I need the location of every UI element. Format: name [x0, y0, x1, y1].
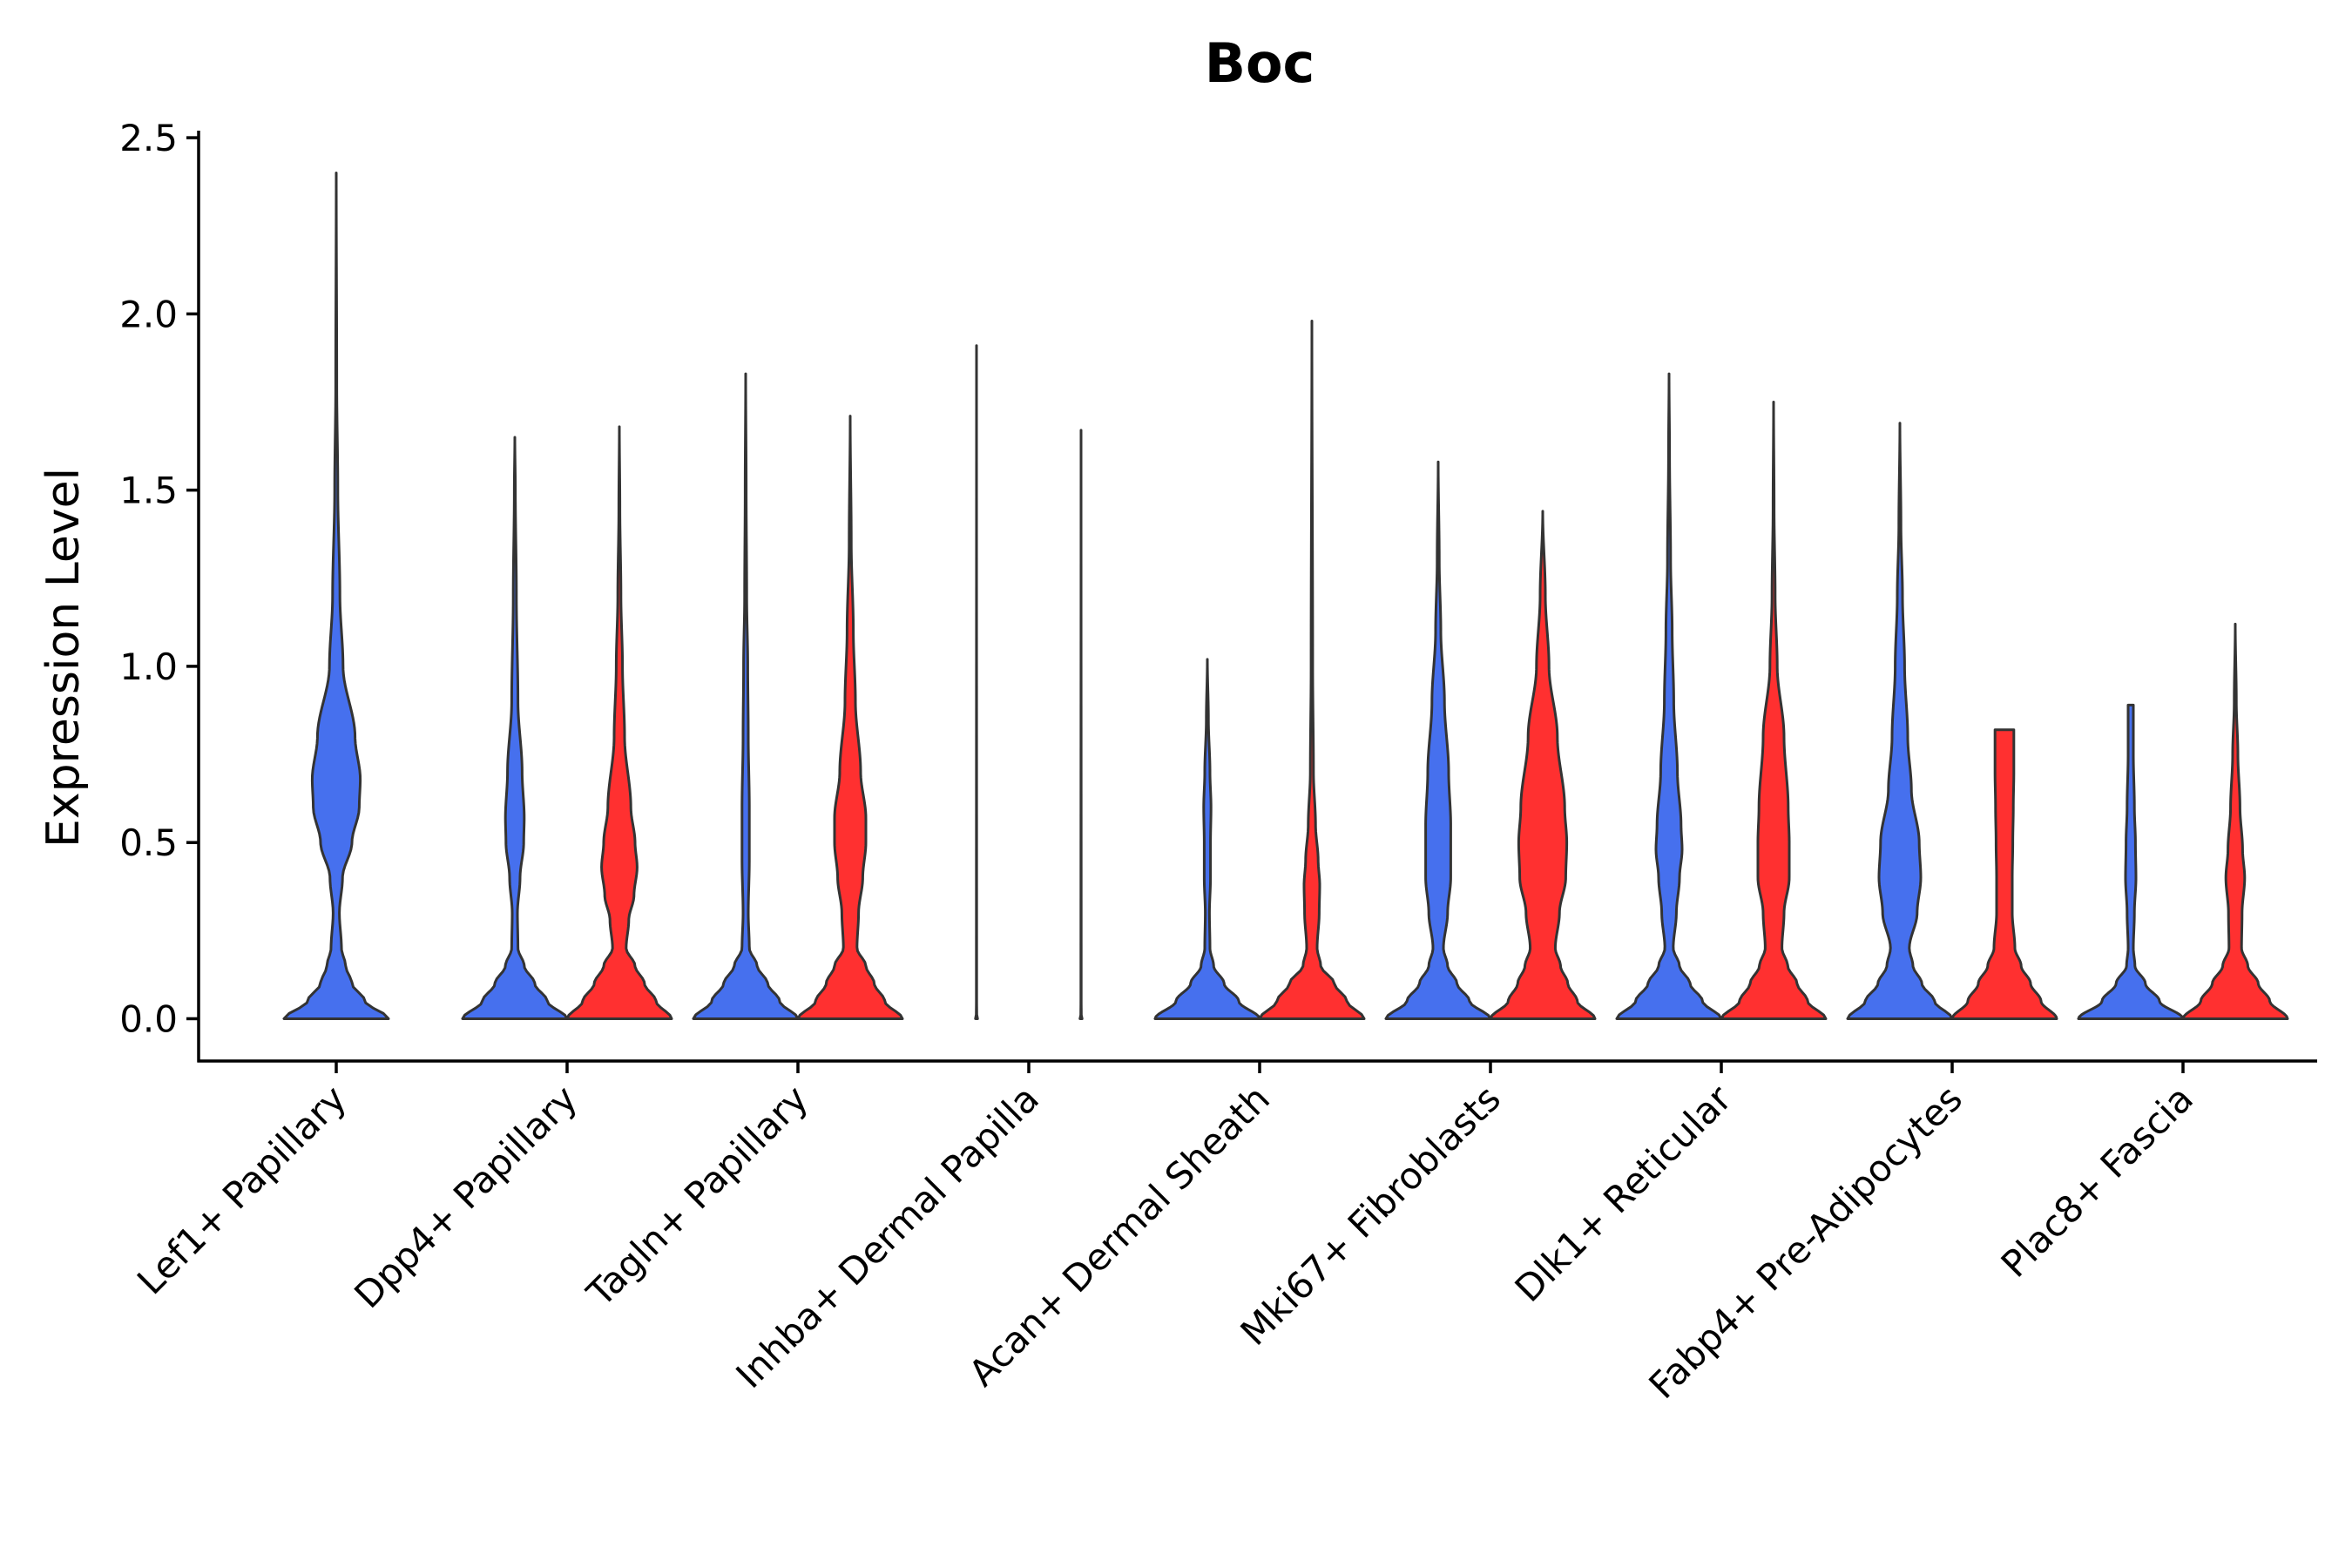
y-tick-label-0-0: 0.0: [119, 997, 178, 1040]
y-tick-label-0-5: 0.5: [119, 821, 178, 864]
y-axis: 0.0 0.5 1.0 1.5 2.0 2.5: [119, 117, 200, 1063]
y-tick-label-2-0: 2.0: [119, 293, 178, 335]
chart-title: Boc: [1205, 31, 1315, 95]
y-tick-label-2-5: 2.5: [119, 117, 178, 159]
violin-lef1-papillary-group1: [282, 172, 390, 1020]
violin-inhba-dermal-papilla-group2: [1078, 429, 1084, 1020]
violin-dpp4-papillary-group1: [461, 436, 569, 1020]
violin-acan-dermal-sheath-group2: [1258, 319, 1366, 1020]
violin-inhba-dermal-papilla-group1: [974, 344, 979, 1020]
violin-plac8-fascia-group2: [2181, 622, 2289, 1020]
x-tick-label-tagln-papillary: Tagln+ Papillary: [578, 1077, 816, 1315]
x-tick-label-lef1-papillary: Lef1+ Papillary: [129, 1077, 355, 1302]
violin-dlk1-reticular-group2: [1720, 401, 1828, 1020]
y-tick-label-1-5: 1.5: [119, 470, 178, 512]
x-tick-label-dpp4-papillary: Dpp4+ Papillary: [346, 1077, 585, 1316]
violin-dpp4-papillary-group2: [565, 425, 673, 1020]
x-tick-label-mki67-fibroblasts: Mki67+ Fibroblasts: [1233, 1077, 1509, 1353]
violin-tagln-papillary-group2: [796, 415, 904, 1020]
x-tick-label-dlk1-reticular: Dlk1+ Reticular: [1507, 1077, 1740, 1310]
violin-fabp4-pre-adipocytes-group1: [1846, 422, 1954, 1020]
plot-area: [282, 172, 2289, 1020]
y-tick-label-1-0: 1.0: [119, 645, 178, 688]
x-tick-label-plac8-fascia: Plac8+ Fascia: [1993, 1077, 2201, 1285]
violin-mki67-fibroblasts-group1: [1384, 460, 1492, 1020]
violin-fabp4-pre-adipocytes-group2: [1950, 728, 2058, 1020]
violin-dlk1-reticular-group1: [1615, 372, 1723, 1020]
violin-plac8-fascia-group1: [2077, 703, 2185, 1020]
y-axis-label: Expression Level: [37, 468, 90, 848]
violin-tagln-papillary-group1: [692, 372, 800, 1020]
violin-acan-dermal-sheath-group1: [1153, 658, 1261, 1020]
violin-mki67-fibroblasts-group2: [1489, 510, 1597, 1020]
